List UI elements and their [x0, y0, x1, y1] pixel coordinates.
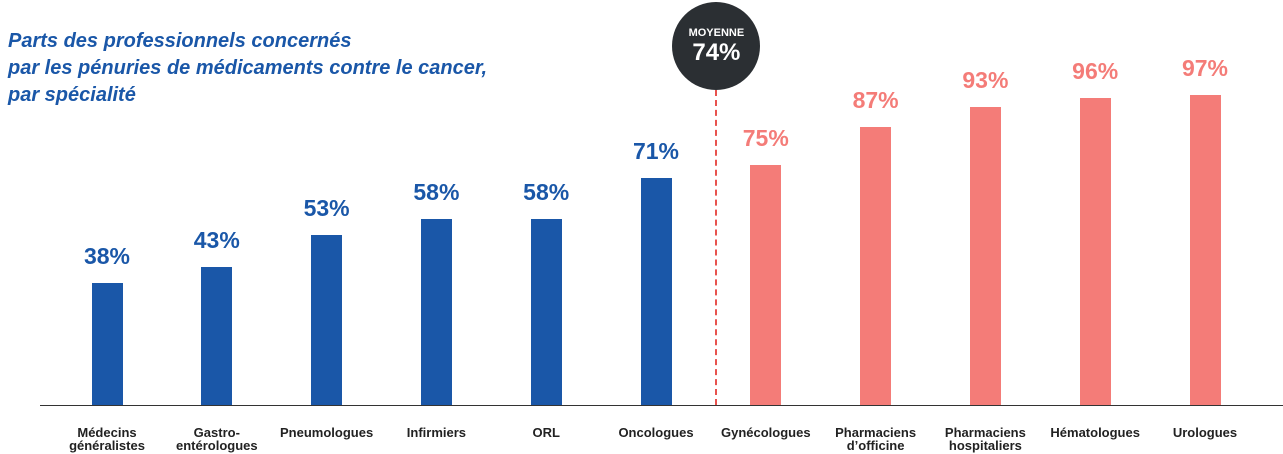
- value-label: 53%: [303, 195, 350, 222]
- bar: [420, 219, 452, 405]
- bar: [640, 177, 672, 405]
- value-label: 97%: [1181, 54, 1229, 81]
- x-tick-label: Hématologues: [1050, 425, 1140, 440]
- bar: [91, 283, 123, 405]
- value-label: 43%: [193, 227, 240, 254]
- bar: [860, 126, 892, 405]
- value-label: 38%: [83, 243, 131, 270]
- x-tick-label: Pharmaciens hospitaliers: [944, 425, 1026, 453]
- bar: [201, 267, 233, 405]
- average-label: MOYENNE: [688, 27, 745, 39]
- x-tick-label: Pharmaciens d’officine: [835, 425, 917, 453]
- x-tick-label: Médecins généralistes: [69, 425, 145, 453]
- baseline: [40, 405, 1283, 406]
- value-label: 71%: [632, 137, 680, 164]
- value-label: 87%: [852, 86, 899, 113]
- x-tick-label: Infirmiers: [406, 425, 467, 440]
- bar: [530, 219, 562, 405]
- bar: [1189, 94, 1221, 405]
- title-line: par spécialité: [8, 84, 136, 106]
- bar: [1079, 97, 1111, 405]
- average-badge: MOYENNE 74%: [672, 2, 761, 90]
- x-tick-label: ORL: [532, 425, 560, 440]
- value-label: 93%: [962, 67, 1009, 94]
- x-tick-label: Oncologues: [618, 425, 694, 440]
- x-tick-label: Urologues: [1172, 425, 1238, 440]
- title-line: par les pénuries de médicaments contre l…: [8, 57, 488, 79]
- average-value: 74%: [692, 39, 741, 66]
- bar: [750, 165, 782, 405]
- bar: [311, 235, 343, 405]
- chart-title: Parts des professionnels concernés par l…: [8, 28, 487, 109]
- value-label: 58%: [413, 179, 460, 206]
- value-label: 96%: [1072, 57, 1119, 84]
- value-label: 58%: [523, 179, 570, 206]
- x-tick-label: Gastro-entérologues: [175, 425, 258, 453]
- value-label: 75%: [742, 125, 789, 151]
- x-tick-label: Pneumologues: [280, 425, 374, 440]
- bar: [969, 107, 1001, 405]
- title-line: Parts des professionnels concernés: [8, 30, 352, 52]
- average-line: [715, 80, 718, 405]
- x-tick-label: Gynécologues: [721, 425, 811, 440]
